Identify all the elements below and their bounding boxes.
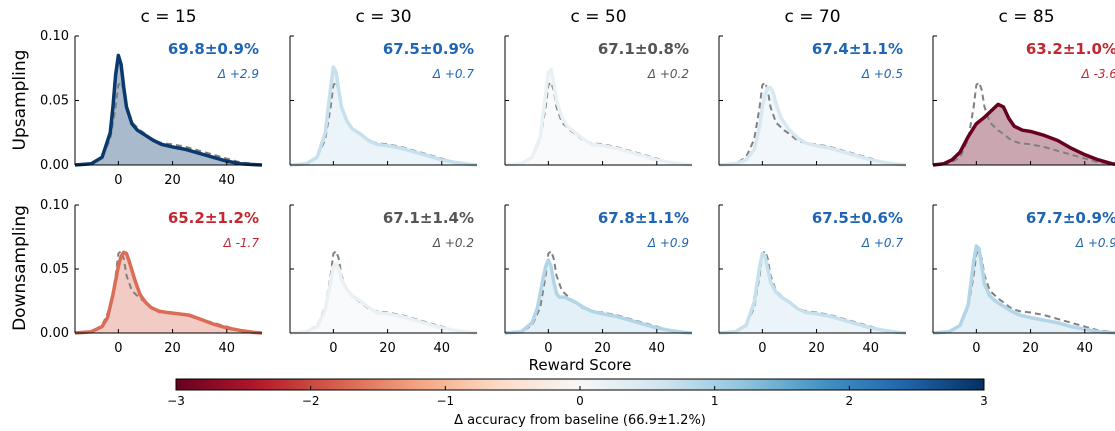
accuracy-annotation: 67.5±0.6% [812, 209, 903, 227]
x-tick-label: 0 [758, 341, 766, 356]
delta-annotation: Δ +0.2 [647, 67, 689, 81]
y-tick-label: 0.05 [40, 94, 69, 109]
x-tick-label: 0 [114, 341, 122, 356]
colorbar-tick-label: 0 [576, 394, 584, 408]
x-tick-label: 40 [218, 341, 235, 356]
accuracy-annotation: 67.1±0.8% [598, 40, 689, 58]
delta-annotation: Δ +0.2 [432, 236, 474, 250]
colorbar: −3 −2 −1 0 1 2 3 [167, 378, 988, 408]
panel-downsampling-5: 0 20 40 67.7±0.9% Δ +0.9 [932, 204, 1115, 356]
density-line [504, 67, 693, 167]
panel-title: c = 30 [355, 7, 411, 27]
x-tick-label: 20 [164, 173, 181, 188]
accuracy-annotation: 67.7±0.9% [1026, 209, 1115, 227]
panel-title: c = 70 [784, 7, 840, 27]
row-label-upsampling: Upsampling [10, 50, 30, 151]
panel-title: c = 50 [570, 7, 626, 27]
baseline-density-line [932, 80, 1115, 166]
x-tick-label: 40 [862, 341, 879, 356]
accuracy-annotation: 69.8±0.9% [168, 40, 259, 58]
delta-annotation: Δ +0.7 [432, 67, 475, 81]
density-fill [290, 263, 477, 333]
y-tick-label: 0.10 [40, 198, 69, 213]
accuracy-annotation: 65.2±1.2% [168, 209, 259, 227]
density-fill [933, 245, 1115, 333]
y-tick-label: 0.00 [40, 326, 69, 341]
density-line [718, 85, 907, 167]
x-tick-label: 20 [808, 341, 825, 356]
panel-title: c = 15 [140, 7, 196, 27]
accuracy-annotation: 67.8±1.1% [598, 209, 689, 227]
x-tick-label: 0 [329, 341, 337, 356]
density-line [932, 102, 1115, 167]
x-tick-label: 20 [1022, 341, 1039, 356]
density-line [74, 53, 263, 167]
colorbar-tick-label: 2 [846, 394, 854, 408]
x-tick-label: 20 [164, 341, 181, 356]
panel-downsampling-2: 0 20 40 67.1±1.4% Δ +0.2 [289, 204, 478, 356]
x-tick-label: 0 [972, 341, 980, 356]
delta-annotation: Δ -3.6 [1081, 67, 1115, 81]
colorbar-tick-label: −2 [302, 394, 320, 408]
y-tick-label: 0.00 [40, 158, 69, 173]
accuracy-annotation: 67.1±1.4% [383, 209, 474, 227]
panel-title: c = 85 [998, 7, 1054, 27]
delta-annotation: Δ +0.5 [861, 67, 903, 81]
accuracy-annotation: 63.2±1.0% [1026, 40, 1115, 58]
x-tick-label: 40 [648, 341, 665, 356]
panel-downsampling-1: 0.00 0.05 0.10 0 20 40 65.2±1.2% Δ -1.7 [40, 198, 263, 356]
row-label-downsampling: Downsampling [10, 205, 30, 331]
x-tick-label: 20 [594, 341, 611, 356]
density-line [289, 65, 478, 167]
density-line [932, 244, 1115, 335]
delta-annotation: Δ +0.9 [1075, 236, 1115, 250]
density-fill [719, 253, 906, 333]
colorbar-tick-label: −1 [436, 394, 454, 408]
y-tick-label: 0.10 [40, 29, 69, 44]
colorbar-label: Δ accuracy from baseline (66.9±1.2%) [454, 413, 706, 428]
x-tick-label: 20 [379, 341, 396, 356]
density-line [718, 251, 907, 335]
delta-annotation: Δ -1.7 [223, 236, 260, 250]
panel-upsampling-2: c = 30 67.5±0.9% Δ +0.7 [289, 7, 478, 167]
y-tick-label: 0.05 [40, 262, 69, 277]
density-line [504, 258, 693, 335]
density-fill [75, 252, 262, 333]
density-line [74, 250, 263, 335]
density-line [289, 262, 478, 335]
x-tick-label: 0 [114, 173, 122, 188]
x-tick-label: 40 [218, 173, 235, 188]
panel-downsampling-4: 0 20 40 67.5±0.6% Δ +0.7 [718, 204, 907, 356]
panel-upsampling-3: c = 50 67.1±0.8% Δ +0.2 [504, 7, 693, 167]
accuracy-annotation: 67.4±1.1% [812, 40, 903, 58]
panel-upsampling-4: c = 70 67.4±1.1% Δ +0.5 [718, 7, 907, 167]
density-fill [719, 87, 906, 165]
delta-annotation: Δ +0.9 [647, 236, 689, 250]
density-fill [933, 104, 1115, 165]
delta-annotation: Δ +0.7 [861, 236, 904, 250]
x-tick-label: 0 [544, 341, 552, 356]
panel-upsampling-1: c = 15 0.00 0.05 0.10 0 20 40 69.8±0.9% Δ +2.9 [40, 7, 263, 188]
colorbar-tick-label: 1 [711, 394, 719, 408]
shared-x-axis-label: Reward Score [529, 356, 632, 374]
colorbar-tick-label: 3 [980, 394, 988, 408]
panel-downsampling-3: 0 20 40 67.8±1.1% Δ +0.9 [504, 204, 693, 356]
x-tick-label: 40 [1076, 341, 1093, 356]
delta-annotation: Δ +2.9 [217, 67, 259, 81]
density-fill [290, 66, 477, 165]
x-tick-label: 40 [433, 341, 450, 356]
panel-upsampling-5: c = 85 63.2±1.0% Δ -3.6 [932, 7, 1115, 167]
colorbar-tick-label: −3 [167, 394, 185, 408]
accuracy-annotation: 67.5±0.9% [383, 40, 474, 58]
density-fill [505, 69, 692, 165]
